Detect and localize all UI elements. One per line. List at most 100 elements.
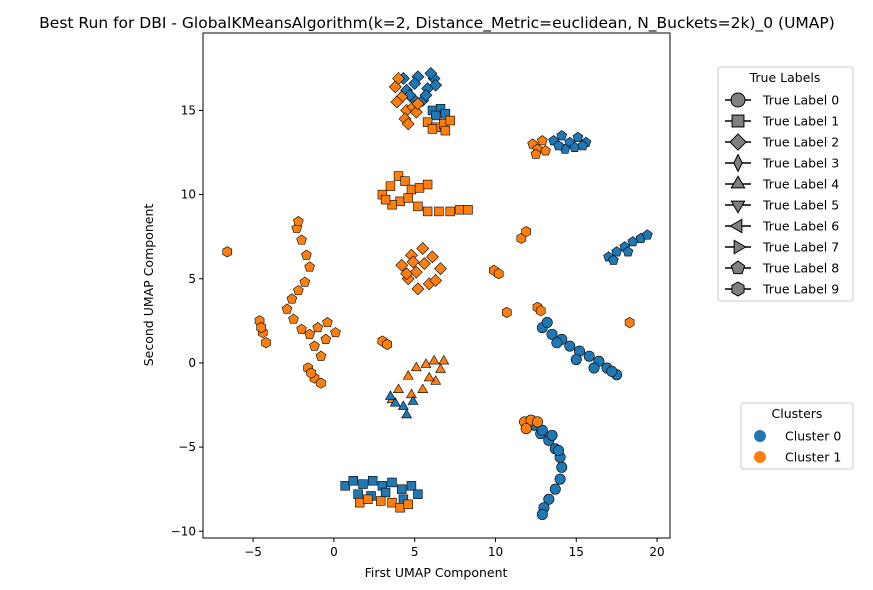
- data-point-cluster-0: [536, 424, 548, 436]
- data-point-cluster-1: [309, 340, 320, 351]
- data-point-cluster-1: [315, 350, 327, 361]
- data-point-cluster-1: [401, 117, 415, 131]
- true-label-entry: True Label 1: [762, 114, 839, 129]
- data-point-cluster-0: [358, 479, 368, 489]
- data-point-cluster-1: [455, 205, 465, 215]
- data-point-cluster-0: [389, 397, 401, 407]
- data-point-cluster-0: [606, 365, 618, 377]
- data-point-cluster-1: [400, 176, 410, 186]
- data-point-cluster-0: [419, 88, 433, 102]
- data-point-cluster-1: [256, 322, 266, 334]
- data-point-cluster-1: [387, 199, 397, 210]
- data-point-cluster-1: [320, 333, 332, 344]
- data-point-cluster-0: [440, 109, 451, 119]
- legend-marker-diamond: [729, 133, 747, 151]
- legend-marker-triangle-up: [730, 175, 746, 189]
- data-point-cluster-1: [520, 423, 532, 435]
- data-point-cluster-1: [414, 183, 425, 193]
- true-labels-legend-frame: [717, 66, 854, 302]
- data-point-cluster-1: [410, 361, 422, 372]
- data-point-cluster-0: [554, 473, 566, 485]
- cluster-legend-dot: [754, 451, 766, 463]
- clusters-legend-frame: [740, 402, 854, 470]
- y-tick-label: 0: [188, 356, 196, 370]
- y-tick-label: 10: [181, 188, 196, 202]
- data-point-cluster-1: [293, 284, 304, 296]
- data-point-cluster-0: [553, 444, 565, 456]
- true-label-entry: True Label 6: [762, 219, 839, 234]
- data-point-cluster-0: [577, 140, 589, 151]
- data-point-cluster-1: [363, 494, 373, 505]
- data-point-cluster-1: [380, 194, 391, 205]
- data-point-cluster-0: [556, 461, 568, 473]
- data-point-cluster-0: [572, 131, 584, 142]
- data-point-cluster-0: [564, 340, 576, 352]
- data-point-cluster-1: [400, 267, 414, 281]
- data-point-cluster-1: [440, 125, 451, 136]
- data-point-cluster-1: [422, 179, 433, 190]
- x-tick-label: −5: [244, 545, 262, 559]
- data-point-cluster-0: [553, 140, 564, 151]
- data-point-cluster-0: [435, 104, 446, 114]
- data-point-cluster-0: [583, 350, 595, 362]
- legend-marker-thin-diamond: [733, 153, 743, 173]
- data-point-cluster-1: [392, 72, 405, 85]
- data-point-cluster-1: [417, 257, 431, 271]
- data-point-cluster-1: [521, 226, 531, 238]
- data-point-cluster-1: [413, 201, 423, 212]
- x-tick-label: 20: [649, 545, 664, 559]
- data-point-cluster-0: [384, 390, 396, 400]
- data-point-cluster-1: [405, 388, 417, 399]
- data-point-cluster-1: [434, 262, 447, 276]
- data-point-cluster-1: [406, 184, 417, 195]
- data-point-cluster-1: [403, 499, 413, 510]
- data-point-cluster-1: [435, 363, 447, 373]
- data-point-cluster-0: [407, 395, 419, 405]
- data-point-cluster-1: [624, 316, 635, 329]
- true-label-entry: True Label 4: [762, 177, 839, 192]
- data-point-cluster-0: [367, 476, 378, 486]
- data-point-cluster-0: [536, 508, 548, 520]
- data-point-cluster-0: [622, 246, 634, 257]
- data-point-cluster-1: [393, 171, 404, 181]
- y-tick-label: −5: [178, 440, 196, 454]
- data-point-cluster-0: [556, 130, 568, 141]
- x-tick-label: 5: [411, 545, 419, 559]
- data-point-cluster-0: [348, 476, 359, 486]
- data-point-cluster-0: [408, 77, 422, 90]
- y-tick-label: 15: [181, 103, 196, 117]
- data-point-cluster-0: [570, 354, 582, 366]
- data-point-cluster-1: [390, 95, 404, 109]
- legend-marker-triangle-right: [733, 239, 747, 255]
- data-point-cluster-0: [387, 477, 397, 488]
- data-point-cluster-1: [304, 261, 315, 272]
- true-label-entry: True Label 7: [762, 240, 839, 255]
- legend-marker-circle: [730, 92, 746, 108]
- data-point-cluster-1: [376, 496, 386, 506]
- data-point-cluster-1: [540, 145, 551, 156]
- data-point-cluster-0: [429, 78, 443, 92]
- data-point-cluster-0: [543, 493, 555, 505]
- data-point-cluster-0: [401, 408, 413, 419]
- data-point-cluster-1: [403, 193, 413, 203]
- true-labels-legend: True Labels True Label 0 True Label 1 True…: [717, 66, 854, 302]
- data-point-cluster-1: [531, 416, 543, 428]
- cluster-entry: Cluster 1: [785, 450, 841, 465]
- clusters-legend: Clusters Cluster 0 Cluster 1: [740, 402, 854, 470]
- y-tick-label: 5: [188, 272, 196, 286]
- data-point-cluster-1: [422, 206, 433, 217]
- data-point-cluster-1: [288, 313, 299, 324]
- data-point-cluster-1: [537, 135, 548, 146]
- data-point-cluster-1: [416, 242, 430, 255]
- data-point-cluster-0: [546, 429, 558, 441]
- data-point-cluster-1: [463, 205, 473, 215]
- data-point-cluster-1: [299, 276, 311, 287]
- legend-marker-square: [731, 114, 745, 128]
- data-point-cluster-1: [445, 206, 455, 217]
- clusters-legend-title: Clusters: [772, 406, 823, 421]
- y-axis-title: Second UMAP Component: [141, 204, 156, 367]
- true-label-entry: True Label 9: [762, 282, 839, 297]
- data-point-cluster-0: [546, 328, 558, 340]
- data-point-cluster-1: [296, 234, 307, 245]
